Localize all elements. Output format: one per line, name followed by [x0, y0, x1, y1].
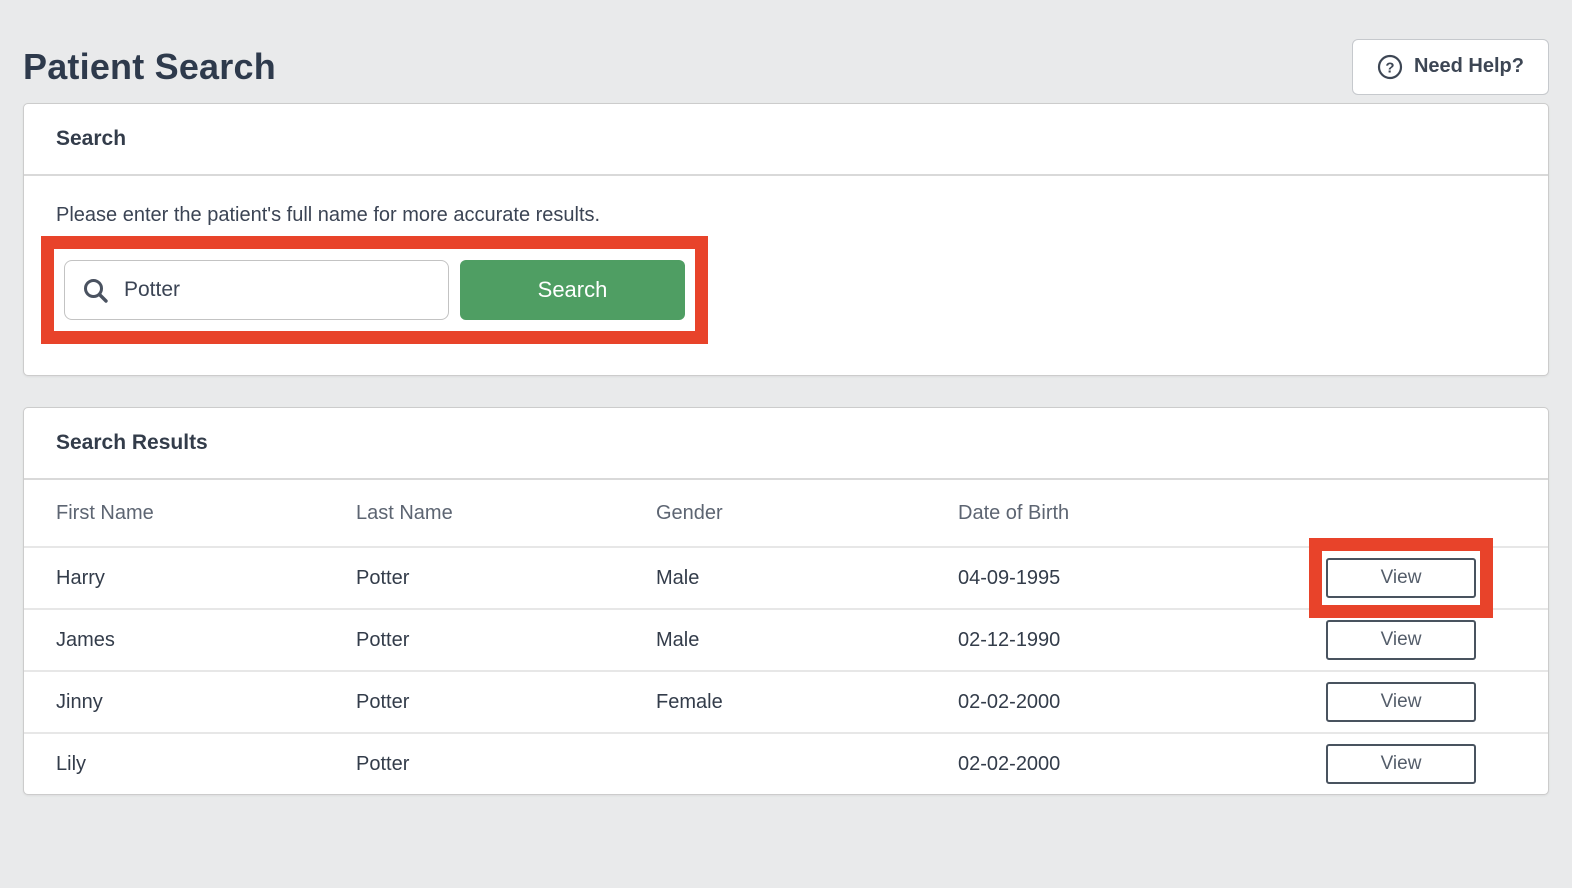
- column-header-last-name: Last Name: [356, 501, 453, 524]
- cell-dob: 02-12-1990: [958, 628, 1061, 651]
- search-card-body: Please enter the patient's full name for…: [24, 176, 1548, 375]
- view-button-row-3[interactable]: View: [1326, 744, 1476, 784]
- cell-first-name: Jinny: [56, 690, 103, 713]
- cell-first-name: Harry: [56, 566, 105, 589]
- cell-actions: View: [1326, 744, 1550, 784]
- column-header-first-name: First Name: [56, 501, 154, 524]
- cell-first-name: James: [56, 628, 115, 651]
- page-header: Patient Search ? Need Help?: [23, 0, 1549, 103]
- view-button-row-1[interactable]: View: [1326, 620, 1476, 660]
- results-card-title: Search Results: [24, 408, 1548, 480]
- view-button-wrap: View: [1326, 620, 1476, 660]
- cell-dob: 02-02-2000: [958, 690, 1061, 713]
- need-help-label: Need Help?: [1413, 55, 1524, 77]
- results-table: First Name Last Name Gender Date of Birt…: [24, 480, 1548, 794]
- search-results-card: Search Results First Name Last Name Gend…: [23, 407, 1549, 795]
- need-help-button[interactable]: ? Need Help?: [1351, 38, 1549, 95]
- cell-first-name: Lily: [56, 752, 87, 775]
- search-button[interactable]: Search: [460, 260, 685, 320]
- search-input-wrap: [64, 260, 449, 320]
- view-button-row-2[interactable]: View: [1326, 682, 1476, 722]
- column-header-gender: Gender: [656, 501, 723, 524]
- search-card: Search Please enter the patient's full n…: [23, 103, 1549, 376]
- view-button-wrap: View: [1309, 538, 1493, 618]
- search-card-title: Search: [24, 104, 1548, 176]
- table-row: Harry Potter Male 04-09-1995 View: [24, 538, 1550, 618]
- question-circle-icon: ?: [1377, 54, 1403, 80]
- cell-last-name: Potter: [356, 566, 410, 589]
- table-row: Jinny Potter Female 02-02-2000 View: [24, 670, 1548, 732]
- annotation-box-search-controls: Search: [41, 236, 708, 344]
- cell-last-name: Potter: [356, 628, 410, 651]
- cell-last-name: Potter: [356, 690, 410, 713]
- patient-name-input[interactable]: [64, 260, 449, 320]
- column-header-dob: Date of Birth: [958, 501, 1070, 524]
- cell-last-name: Potter: [356, 752, 410, 775]
- cell-actions: View: [1326, 682, 1550, 722]
- page-title: Patient Search: [23, 45, 276, 87]
- cell-actions: View: [1326, 620, 1550, 660]
- view-button-row-0[interactable]: View: [1326, 558, 1476, 598]
- cell-dob: 04-09-1995: [958, 566, 1061, 589]
- cell-dob: 02-02-2000: [958, 752, 1061, 775]
- table-row: James Potter Male 02-12-1990 View: [24, 608, 1548, 670]
- table-row: Lily Potter 02-02-2000 View: [24, 732, 1548, 794]
- cell-gender: Male: [656, 566, 700, 589]
- table-header-row: First Name Last Name Gender Date of Birt…: [24, 480, 1548, 546]
- cell-actions: View: [1309, 538, 1550, 618]
- view-button-wrap: View: [1326, 682, 1476, 722]
- view-button-wrap: View: [1326, 744, 1476, 784]
- cell-gender: Male: [656, 628, 700, 651]
- svg-text:?: ?: [1385, 59, 1394, 76]
- cell-gender: Female: [656, 690, 723, 713]
- search-instruction: Please enter the patient's full name for…: [56, 204, 601, 226]
- search-icon: [82, 277, 109, 304]
